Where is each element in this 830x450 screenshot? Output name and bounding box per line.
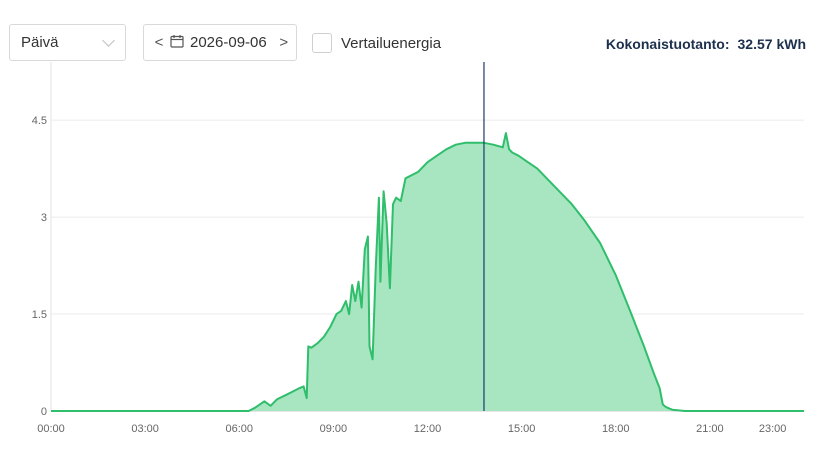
x-tick-label: 15:00	[508, 423, 536, 435]
total-production: Kokonaistuotanto: 32.57 kWh	[606, 36, 806, 52]
date-value[interactable]: 2026-09-06	[190, 34, 267, 51]
x-tick-label: 06:00	[225, 423, 253, 435]
date-navigator: < 2026-09-06 >	[143, 24, 297, 61]
x-tick-label: 18:00	[602, 423, 630, 435]
comparison-toggle[interactable]: Vertailuenergia	[312, 33, 441, 53]
calendar-icon[interactable]	[170, 34, 184, 52]
y-tick-label: 3	[41, 212, 47, 224]
toolbar: Päivä < 2026-09-06 > Vertailuenergia Kok…	[0, 0, 830, 70]
x-tick-label: 12:00	[414, 423, 442, 435]
period-select[interactable]: Päivä	[9, 24, 126, 61]
x-tick-labels: 00:00 03:00 06:00 09:00 12:00 15:00 18:00 21:00…	[37, 423, 786, 435]
period-select-value: Päivä	[21, 34, 59, 51]
y-tick-labels: 0 1.5 3 4.5	[32, 115, 47, 418]
x-tick-label: 03:00	[131, 423, 159, 435]
x-tick-label: 00:00	[37, 423, 65, 435]
x-tick-label: 21:00	[696, 423, 724, 435]
production-line	[51, 132, 804, 412]
next-day-button[interactable]: >	[279, 34, 289, 51]
y-tick-label: 4.5	[32, 115, 47, 127]
total-value: 32.57 kWh	[737, 36, 806, 52]
x-tick-label: 09:00	[320, 423, 348, 435]
production-area	[51, 133, 804, 411]
prev-day-button[interactable]: <	[154, 34, 164, 51]
comparison-label: Vertailuenergia	[341, 34, 442, 52]
y-tick-label: 1.5	[32, 309, 47, 321]
y-tick-label: 0	[41, 406, 47, 418]
total-label: Kokonaistuotanto:	[605, 36, 730, 52]
x-tick-label: 23:00	[759, 423, 787, 435]
comparison-checkbox[interactable]	[312, 33, 332, 53]
